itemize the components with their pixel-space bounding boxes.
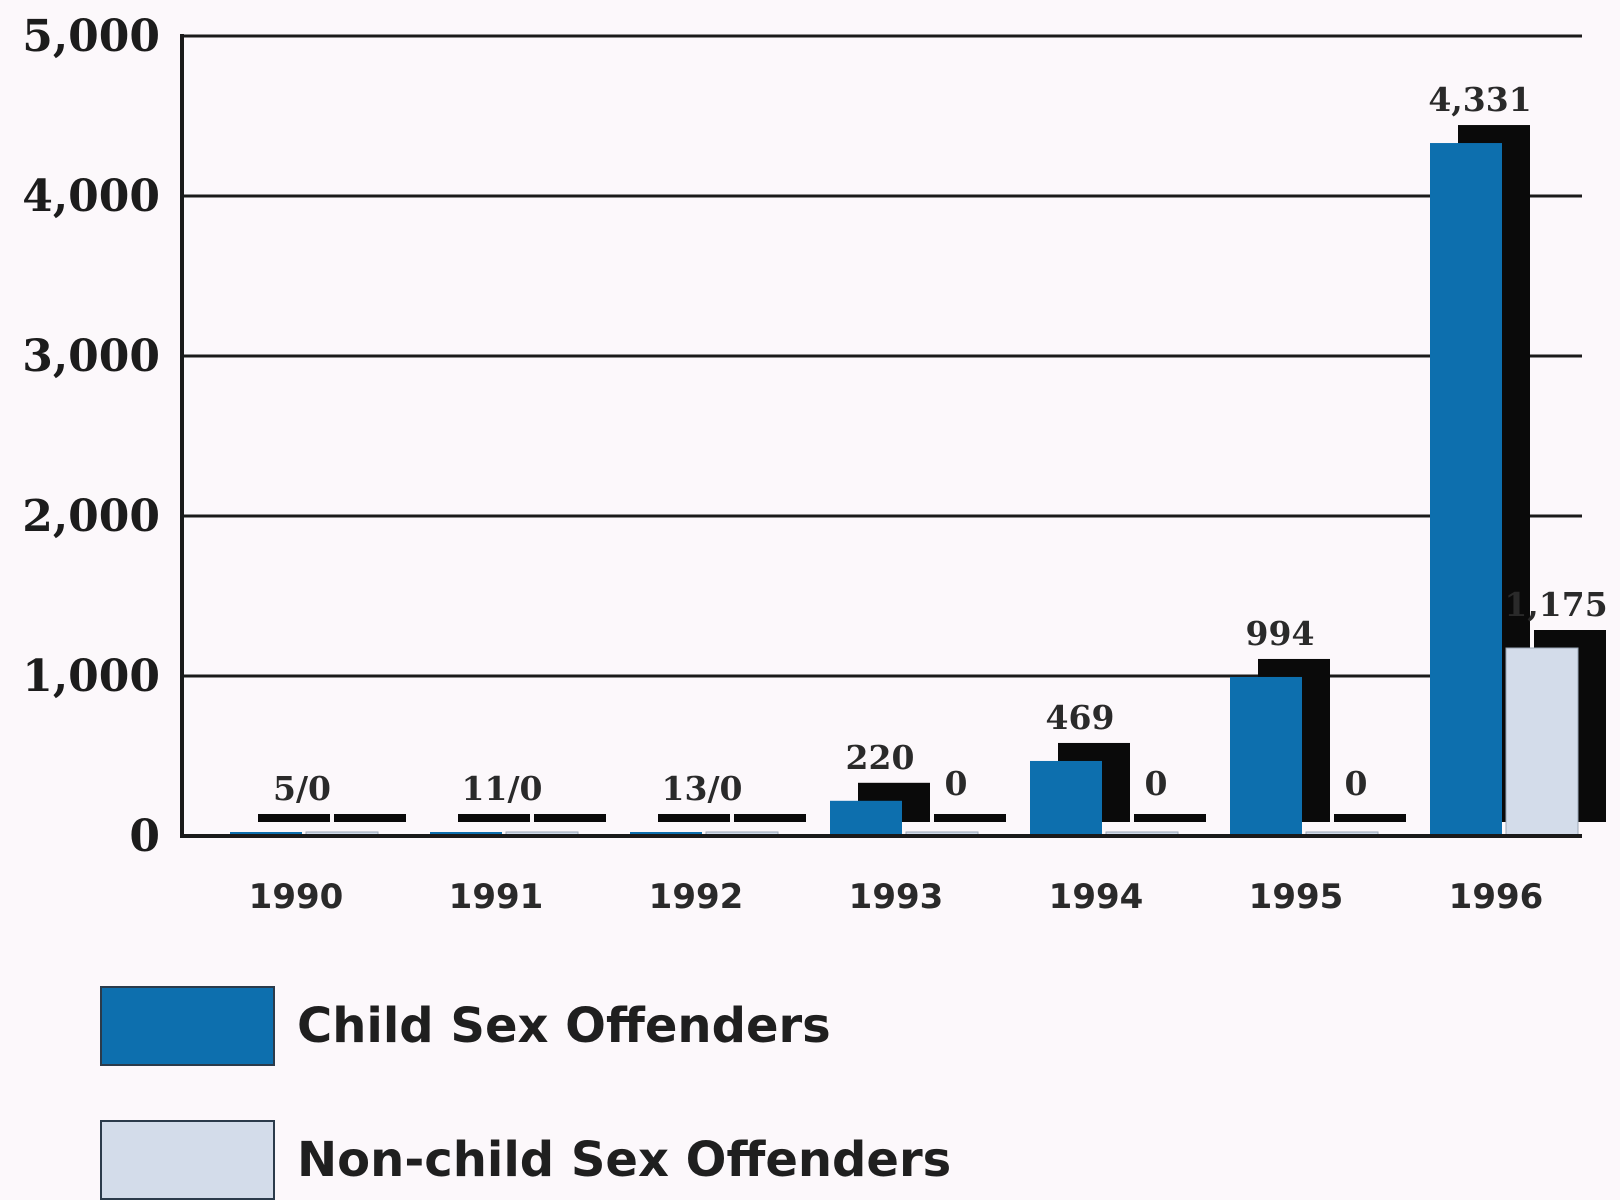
bar-nonchild-1993-shadow (934, 814, 1006, 822)
bar-child-1993 (830, 800, 902, 836)
x-tick-label: 1994 (1049, 877, 1144, 917)
data-label-nonchild-1995: 0 (1345, 764, 1368, 803)
gridlines (182, 34, 1582, 678)
data-label-nonchild-1993: 0 (945, 764, 968, 803)
x-tick-label: 1992 (649, 877, 744, 917)
bar-child-1994 (1030, 760, 1102, 836)
legend-swatch-nonchild (100, 1120, 275, 1200)
legend-item-nonchild: Non-child Sex Offenders (100, 1120, 951, 1200)
x-axis: 1990 1991 1992 1993 1994 1995 1996 (182, 834, 1582, 917)
x-tick-label: 1993 (849, 877, 944, 917)
legend-label-nonchild: Non-child Sex Offenders (297, 1132, 952, 1188)
y-tick-label: 3,000 (22, 331, 160, 382)
bar-nonchild-1996 (1505, 647, 1579, 837)
bar-child-1995 (1230, 676, 1302, 836)
bar-nonchild-1991-shadow (534, 814, 606, 822)
legend-swatch-child (100, 986, 275, 1066)
y-tick-label: 2,000 (22, 491, 160, 542)
data-label-child-1994: 469 (1046, 698, 1115, 737)
x-tick-label: 1991 (449, 877, 544, 917)
bar-nonchild-1992-shadow (734, 814, 806, 822)
bar-child-1992-shadow (658, 814, 730, 822)
bar-child-1996 (1430, 143, 1502, 837)
bar-child-1990-shadow (258, 814, 330, 822)
data-label-child-1995: 994 (1246, 614, 1315, 653)
y-tick-label: 0 (129, 811, 160, 862)
data-label-child-1993: 220 (846, 738, 915, 777)
x-tick-label: 1995 (1249, 877, 1344, 917)
y-tick-label: 5,000 (22, 11, 160, 62)
data-label-1990: 5/0 (273, 769, 331, 808)
bar-child-1991-shadow (458, 814, 530, 822)
data-label-child-1996: 4,331 (1428, 80, 1531, 119)
data-label-1992: 13/0 (662, 769, 743, 808)
bars: 5/0 11/0 13/0 220 0 469 0 994 0 4,331 1,175 (230, 80, 1608, 837)
bar-nonchild-1990-shadow (334, 814, 406, 822)
bar-nonchild-1994-shadow (1134, 814, 1206, 822)
legend-label-child: Child Sex Offenders (297, 998, 831, 1054)
x-tick-label: 1996 (1449, 877, 1544, 917)
data-label-nonchild-1994: 0 (1145, 764, 1168, 803)
y-axis: 0 1,000 2,000 3,000 4,000 5,000 (22, 11, 184, 862)
x-tick-label: 1990 (249, 877, 344, 917)
legend-item-child: Child Sex Offenders (100, 986, 831, 1066)
bar-nonchild-1995-shadow (1334, 814, 1406, 822)
data-label-1991: 11/0 (462, 769, 543, 808)
y-tick-label: 4,000 (22, 171, 160, 222)
data-label-nonchild-1996: 1,175 (1504, 585, 1607, 624)
y-tick-label: 1,000 (22, 651, 160, 702)
